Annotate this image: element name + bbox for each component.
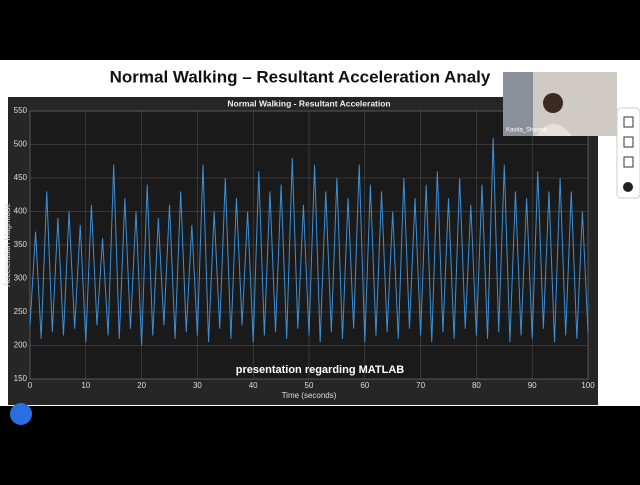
x-tick-label: 60: [360, 381, 369, 390]
toolbar-icon[interactable]: [623, 182, 633, 192]
y-tick-label: 250: [14, 307, 28, 316]
x-tick-label: 40: [249, 381, 258, 390]
webcam-person-body: [536, 124, 572, 136]
y-tick-label: 500: [14, 140, 28, 149]
webcam-person-head: [543, 93, 563, 113]
x-tick-label: 70: [416, 381, 425, 390]
x-axis-label: Time (seconds): [282, 391, 337, 400]
y-tick-label: 400: [14, 207, 28, 216]
x-tick-label: 30: [193, 381, 202, 390]
toolbar-icon[interactable]: [623, 116, 634, 128]
chart-title: Normal Walking - Resultant Acceleration: [227, 98, 390, 108]
x-tick-label: 90: [528, 381, 537, 390]
x-tick-label: 0: [28, 381, 33, 390]
y-axis-label: Acceleration Magnitude: [3, 203, 12, 287]
y-tick-label: 550: [14, 106, 28, 115]
x-tick-label: 20: [137, 381, 146, 390]
y-tick-label: 350: [14, 240, 28, 249]
participant-name: Kavita_Sharma: [506, 128, 548, 134]
caption: presentation regarding MATLAB: [236, 364, 405, 376]
side-toolbar[interactable]: [616, 107, 640, 199]
x-tick-label: 100: [581, 381, 595, 390]
data-line: [29, 137, 589, 346]
floating-button[interactable]: [10, 403, 32, 425]
x-tick-label: 10: [81, 381, 90, 390]
toolbar-icon[interactable]: [623, 156, 634, 168]
slide-title: Normal Walking – Resultant Acceleration …: [110, 67, 491, 86]
webcam-wall: [503, 72, 533, 136]
y-tick-label: 450: [14, 173, 28, 182]
x-tick-label: 50: [305, 381, 314, 390]
y-tick-label: 200: [14, 341, 28, 350]
x-tick-label: 80: [472, 381, 481, 390]
y-tick-label: 300: [14, 274, 28, 283]
y-tick-label: 150: [14, 374, 28, 383]
toolbar-icon[interactable]: [623, 136, 634, 148]
